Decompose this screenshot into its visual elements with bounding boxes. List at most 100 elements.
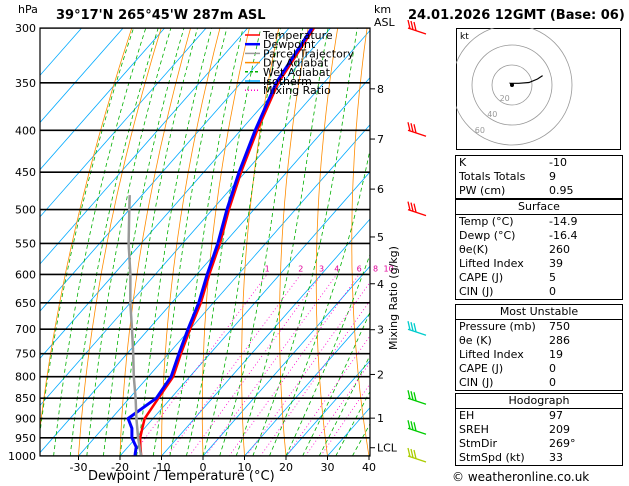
isotherm-line bbox=[40, 28, 249, 265]
dry-adiabat-line bbox=[201, 28, 250, 456]
wind-barb-staff bbox=[407, 455, 427, 463]
table-section-title-row: Hodograph bbox=[456, 394, 622, 409]
x-tick-label: 30 bbox=[321, 461, 335, 474]
km-tick-label: 4 bbox=[377, 278, 384, 291]
table-row: K -10 bbox=[456, 156, 622, 170]
pressure-tick-label: 950 bbox=[15, 432, 36, 445]
index-value: 33 bbox=[549, 451, 563, 464]
pressure-tick-label: 1000 bbox=[8, 450, 36, 463]
isotherm-line bbox=[40, 28, 332, 359]
index-label: Dewp (°C) bbox=[459, 229, 516, 242]
table-row: Dewp (°C) -16.4 bbox=[456, 229, 622, 243]
km-tick-label: 2 bbox=[377, 368, 384, 381]
km-tick-label: 6 bbox=[377, 183, 384, 196]
mixing-ratio-line bbox=[205, 274, 338, 456]
wet-adiabat-line bbox=[318, 354, 370, 456]
table-row: Lifted Index 19 bbox=[456, 348, 622, 362]
legend-label: Temperature bbox=[262, 29, 333, 42]
wind-barb-flag bbox=[410, 322, 414, 331]
hodograph-storm-marker bbox=[510, 83, 514, 87]
index-label: SREH bbox=[459, 423, 489, 436]
temperature-line bbox=[138, 28, 316, 456]
mixing-ratio-value-label: 10 bbox=[384, 264, 394, 273]
wind-barb-flag bbox=[410, 202, 414, 212]
table-row: SREH 209 bbox=[456, 423, 622, 437]
index-value: 0.95 bbox=[549, 184, 574, 197]
index-label: StmDir bbox=[459, 437, 498, 450]
pressure-tick-label: 400 bbox=[15, 124, 36, 137]
legend-label: Isotherm bbox=[263, 75, 312, 88]
table-row: Lifted Index 39 bbox=[456, 257, 622, 271]
indices-surface-box: Surface Temp (°C) -14.9 Dewp (°C) -16.4 θe(K)… bbox=[455, 199, 623, 300]
km-tick-label: 8 bbox=[377, 83, 384, 96]
wind-barb-flag bbox=[407, 321, 411, 330]
isotherm-line bbox=[243, 312, 370, 456]
wind-barb-flag bbox=[413, 323, 417, 332]
index-label: CAPE (J) bbox=[459, 362, 504, 375]
wind-barb-flag bbox=[410, 20, 414, 30]
wind-barb-flag bbox=[407, 19, 411, 29]
index-label: CIN (J) bbox=[459, 285, 494, 298]
index-value: 209 bbox=[549, 423, 570, 436]
dry-adiabat-line bbox=[315, 28, 339, 456]
parcel-trajectory-line bbox=[127, 195, 143, 456]
wind-barb-flag bbox=[407, 122, 411, 132]
x-tick-label: 0 bbox=[200, 461, 207, 474]
mixing-ratio-line bbox=[246, 281, 370, 456]
index-label: Lifted Index bbox=[459, 257, 524, 270]
mixing-ratio-value-label: 1 bbox=[265, 264, 270, 273]
index-value: 750 bbox=[549, 320, 570, 333]
km-tick-label: 5 bbox=[377, 231, 384, 244]
copyright-footer: © weatheronline.co.uk bbox=[452, 470, 590, 484]
legend-label: Parcel Trajectory bbox=[263, 47, 354, 60]
indices-hodo-box: Hodograph EH 97 SREH 209 StmDir 269° StmSpd (kt… bbox=[455, 393, 623, 466]
plot-frame bbox=[39, 27, 371, 457]
mixing-ratio-value-label: 4 bbox=[334, 264, 339, 273]
wind-barb-staff bbox=[407, 27, 427, 35]
legend-label: Mixing Ratio bbox=[263, 84, 331, 97]
mixing-ratio-value-label: 8 bbox=[373, 264, 378, 273]
table-row: Pressure (mb) 750 bbox=[456, 319, 622, 335]
wind-barb bbox=[407, 122, 427, 137]
hodograph-ring-label: 20 bbox=[500, 94, 510, 103]
pressure-tick-label: 500 bbox=[15, 204, 36, 217]
pressure-tick-label: 300 bbox=[15, 22, 36, 35]
hpa-label: hPa bbox=[18, 3, 38, 16]
isotherm-line bbox=[119, 171, 370, 456]
wind-barb-flag bbox=[410, 448, 414, 458]
index-label: EH bbox=[459, 409, 475, 422]
index-value: -16.4 bbox=[549, 229, 578, 242]
isotherm-line bbox=[160, 218, 370, 456]
table-row: Temp (°C) -14.9 bbox=[456, 214, 622, 230]
index-value: 286 bbox=[549, 334, 570, 347]
index-value: -14.9 bbox=[549, 215, 578, 228]
x-tick-label: -30 bbox=[70, 461, 88, 474]
index-label: CIN (J) bbox=[459, 376, 494, 389]
wind-barb-flag bbox=[413, 124, 417, 134]
table-row: θe (K) 286 bbox=[456, 334, 622, 348]
x-tick-label: 20 bbox=[279, 461, 293, 474]
isotherm-line bbox=[40, 28, 83, 76]
hodograph-frame bbox=[456, 28, 621, 150]
legend-label: Wet Adiabat bbox=[263, 66, 331, 79]
wet-adiabat-line bbox=[119, 28, 198, 456]
wind-barb-flag bbox=[413, 422, 417, 432]
km-tick-label: 3 bbox=[377, 324, 384, 337]
lcl-label: LCL bbox=[377, 442, 398, 455]
pressure-tick-label: 750 bbox=[15, 348, 36, 361]
wind-barb-staff bbox=[407, 328, 427, 336]
isotherm-line bbox=[40, 28, 290, 312]
hodograph-ring bbox=[471, 44, 553, 126]
pressure-tick-label: 900 bbox=[15, 413, 36, 426]
index-value: 9 bbox=[549, 170, 556, 183]
wet-adiabat-line bbox=[186, 28, 262, 456]
wind-barb-staff bbox=[407, 129, 427, 137]
wind-barb bbox=[407, 321, 427, 336]
index-value: 260 bbox=[549, 243, 570, 256]
table-section-title-row: Surface bbox=[456, 200, 622, 215]
index-value: 19 bbox=[549, 348, 563, 361]
index-label: θe (K) bbox=[459, 334, 492, 347]
dry-adiabat-line bbox=[40, 28, 133, 433]
dry-adiabat-line bbox=[279, 28, 309, 456]
wind-barb-staff bbox=[407, 208, 427, 217]
